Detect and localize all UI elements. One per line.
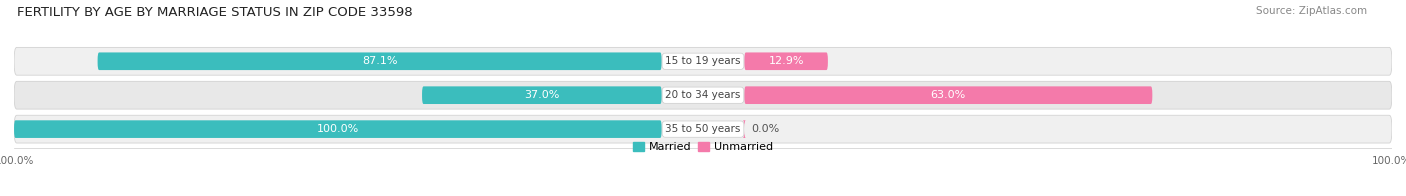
FancyBboxPatch shape <box>14 47 1392 75</box>
Legend: Married, Unmarried: Married, Unmarried <box>628 137 778 156</box>
Text: 15 to 19 years: 15 to 19 years <box>665 56 741 66</box>
FancyBboxPatch shape <box>97 53 662 70</box>
FancyBboxPatch shape <box>744 86 1153 104</box>
FancyBboxPatch shape <box>14 81 1392 109</box>
FancyBboxPatch shape <box>742 120 745 138</box>
FancyBboxPatch shape <box>14 120 662 138</box>
Text: 0.0%: 0.0% <box>751 124 779 134</box>
Text: Source: ZipAtlas.com: Source: ZipAtlas.com <box>1256 6 1367 16</box>
Text: 100.0%: 100.0% <box>316 124 359 134</box>
Text: 37.0%: 37.0% <box>524 90 560 100</box>
Text: 35 to 50 years: 35 to 50 years <box>665 124 741 134</box>
FancyBboxPatch shape <box>422 86 662 104</box>
FancyBboxPatch shape <box>14 115 1392 143</box>
Text: 20 to 34 years: 20 to 34 years <box>665 90 741 100</box>
Text: 63.0%: 63.0% <box>931 90 966 100</box>
Text: 87.1%: 87.1% <box>361 56 398 66</box>
Text: FERTILITY BY AGE BY MARRIAGE STATUS IN ZIP CODE 33598: FERTILITY BY AGE BY MARRIAGE STATUS IN Z… <box>17 6 412 19</box>
Text: 12.9%: 12.9% <box>768 56 804 66</box>
FancyBboxPatch shape <box>744 53 828 70</box>
